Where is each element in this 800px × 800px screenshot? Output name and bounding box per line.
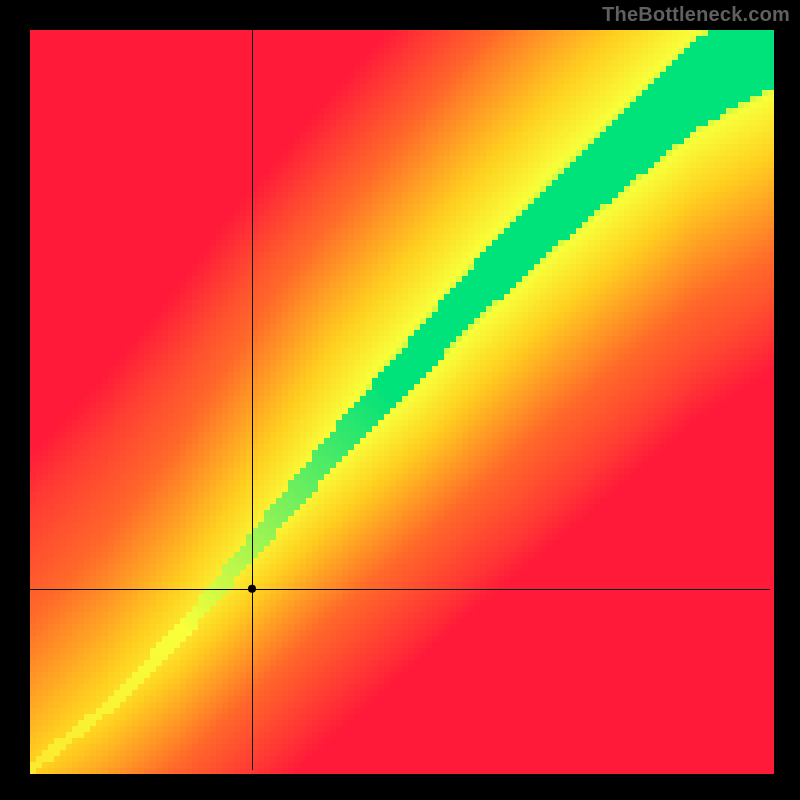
heatmap-canvas xyxy=(0,0,800,800)
chart-container: TheBottleneck.com xyxy=(0,0,800,800)
watermark-text: TheBottleneck.com xyxy=(602,4,790,27)
